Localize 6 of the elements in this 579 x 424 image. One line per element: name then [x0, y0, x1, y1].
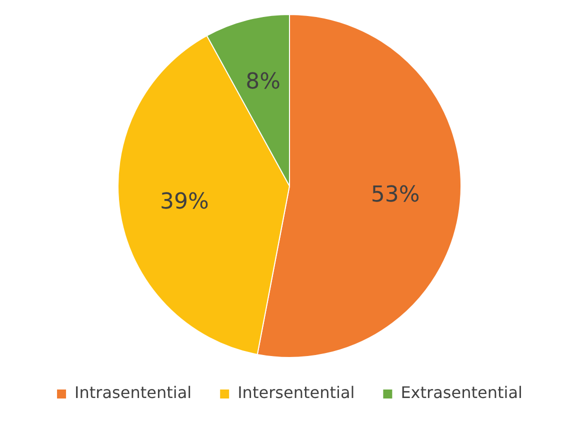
data-label: 39%	[160, 189, 209, 214]
legend-label: Extrasentential	[400, 383, 522, 402]
legend-label: Intrasentential	[74, 383, 192, 402]
data-label: 8%	[246, 70, 281, 95]
legend-label: Intersentential	[238, 383, 355, 402]
data-label: 53%	[370, 182, 420, 208]
